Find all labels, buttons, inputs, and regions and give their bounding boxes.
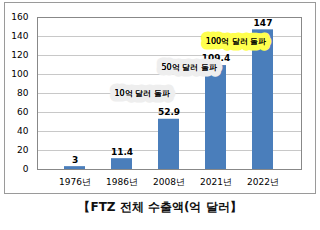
svg-text:120: 120 (11, 50, 28, 60)
svg-text:147: 147 (254, 18, 273, 28)
svg-text:11.4: 11.4 (111, 147, 133, 157)
svg-text:80: 80 (17, 88, 29, 98)
svg-text:2021년: 2021년 (200, 177, 232, 187)
svg-text:60: 60 (17, 107, 29, 117)
svg-text:2022년: 2022년 (247, 177, 279, 187)
svg-text:109.4: 109.4 (202, 53, 230, 63)
svg-text:20: 20 (17, 145, 29, 155)
svg-text:10억 달러 돌파: 10억 달러 돌파 (114, 89, 169, 98)
svg-text:0: 0 (23, 164, 29, 174)
html-text:【FTZ 전체 수출액(억 달러】: 【FTZ 전체 수출액(억 달러】 (78, 200, 242, 214)
svg-text:50억 달러 돌파: 50억 달러 돌파 (161, 63, 216, 72)
svg-text:1986년: 1986년 (106, 177, 138, 187)
svg-text:52.9: 52.9 (158, 107, 180, 117)
svg-text:3: 3 (72, 155, 78, 165)
svg-text:10억 달러 돌파: 10억 달러 돌파 (114, 89, 169, 98)
svg-text:100억 달러 돌파: 100억 달러 돌파 (206, 37, 266, 46)
svg-text:100억 달러 돌파: 100억 달러 돌파 (206, 37, 266, 46)
svg-text:160: 160 (11, 12, 28, 22)
svg-text:40: 40 (17, 126, 29, 136)
svg-text:2008년: 2008년 (153, 177, 185, 187)
svg-text:1976년: 1976년 (59, 177, 91, 187)
svg-text:140: 140 (11, 31, 28, 41)
svg-text:100: 100 (11, 69, 28, 79)
svg-text:50억 달러 돌파: 50억 달러 돌파 (161, 63, 216, 72)
